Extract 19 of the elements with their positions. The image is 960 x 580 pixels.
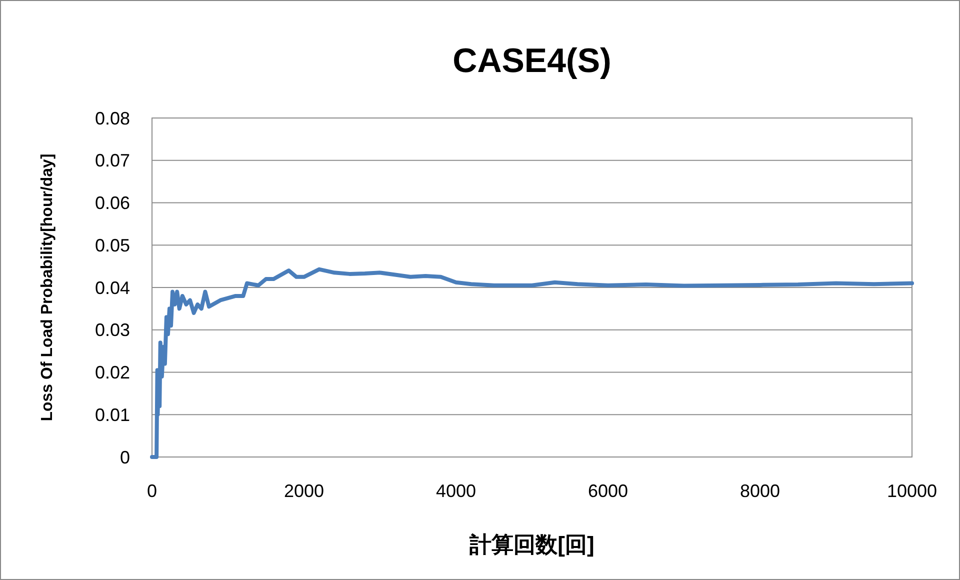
x-tick-label: 0 xyxy=(146,481,158,501)
line-series xyxy=(150,267,914,459)
x-tick-label: 4000 xyxy=(436,481,476,501)
y-tick-label: 0.08 xyxy=(94,108,130,128)
y-tick-label: 0.01 xyxy=(94,404,130,425)
y-tick-label: 0.07 xyxy=(94,150,130,171)
y-tick-label: 0 xyxy=(120,447,130,468)
chart-title: CASE4(S) xyxy=(452,42,612,80)
y-axis-title: Loss Of Load Probability[hour/day] xyxy=(39,154,56,422)
x-tick-label: 8000 xyxy=(740,481,780,501)
x-tick-label: 10000 xyxy=(886,481,938,501)
y-tick-label: 0.05 xyxy=(94,235,130,256)
x-tick-label: 6000 xyxy=(588,481,628,501)
x-axis-title: 計算回数[回] xyxy=(468,532,594,557)
y-tick-label: 0.04 xyxy=(94,278,130,298)
x-tick-label: 2000 xyxy=(284,481,324,501)
y-tick-label: 0.06 xyxy=(94,193,130,214)
y-tick-label: 0.02 xyxy=(94,362,130,383)
y-tick-label: 0.03 xyxy=(94,320,130,340)
